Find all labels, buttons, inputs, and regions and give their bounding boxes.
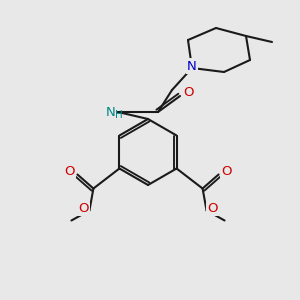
- Text: O: O: [64, 165, 75, 178]
- Text: N: N: [187, 59, 197, 73]
- Text: N: N: [106, 106, 116, 118]
- Text: O: O: [184, 86, 194, 100]
- Text: O: O: [207, 202, 218, 215]
- Text: O: O: [78, 202, 89, 215]
- Text: H: H: [115, 110, 123, 120]
- Text: O: O: [221, 165, 232, 178]
